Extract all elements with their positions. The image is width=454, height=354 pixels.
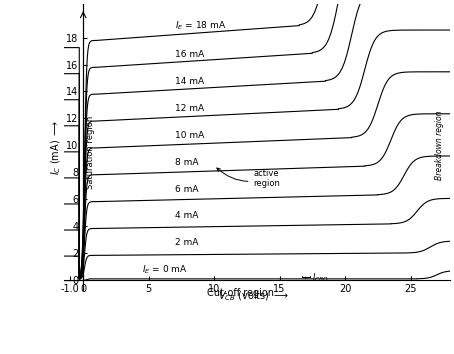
Text: 16 mA: 16 mA xyxy=(175,50,204,59)
Text: $I_E$ = 0 mA: $I_E$ = 0 mA xyxy=(142,264,188,276)
Text: 6 mA: 6 mA xyxy=(175,184,198,194)
Text: 4 mA: 4 mA xyxy=(175,211,198,221)
Text: 8 mA: 8 mA xyxy=(175,158,198,167)
Text: 10 mA: 10 mA xyxy=(175,131,204,140)
Text: Cut-off region: Cut-off region xyxy=(207,287,274,298)
Text: 12 mA: 12 mA xyxy=(175,104,204,113)
Text: active
region: active region xyxy=(217,168,280,188)
Text: Breakdown region: Breakdown region xyxy=(435,110,444,180)
Text: Saturation region: Saturation region xyxy=(86,115,95,189)
Text: $I_E$ = 18 mA: $I_E$ = 18 mA xyxy=(175,20,226,32)
Text: 2 mA: 2 mA xyxy=(175,238,198,247)
Text: $V_{CB}$ (volts) $\longrightarrow$: $V_{CB}$ (volts) $\longrightarrow$ xyxy=(218,290,289,303)
Text: $I_{CBO}$: $I_{CBO}$ xyxy=(312,272,329,284)
Y-axis label: $I_C$ (mA) $\longrightarrow$: $I_C$ (mA) $\longrightarrow$ xyxy=(49,120,63,175)
Text: 14 mA: 14 mA xyxy=(175,77,204,86)
